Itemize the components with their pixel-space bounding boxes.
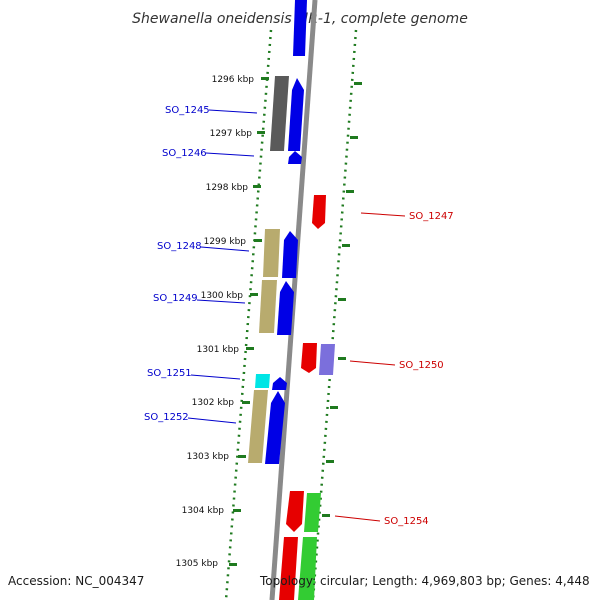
gene-label-so1254[interactable]: SO_1254 — [384, 516, 429, 527]
forward-gene-so1246 — [288, 151, 302, 164]
kbp-label-1301: 1301 kbp — [197, 345, 240, 355]
forward-gene-so1249 — [277, 281, 294, 335]
reverse-gene-bottom — [279, 537, 298, 600]
tick-1301 — [246, 347, 254, 350]
forward-gene-so1245 — [288, 78, 304, 151]
green-feature-bottom — [298, 537, 317, 600]
tick-1305 — [229, 563, 237, 566]
forward-gene-so1252 — [265, 391, 285, 464]
leader-so1254 — [334, 515, 381, 522]
tick-1299 — [254, 239, 262, 242]
gene-label-so1251[interactable]: SO_1251 — [147, 368, 192, 379]
tan-feature-1249 — [259, 280, 277, 333]
cyan-feature-1251 — [255, 374, 270, 388]
forward-gene-top — [293, 0, 307, 56]
tick-1296 — [261, 77, 269, 80]
tick-right-6 — [338, 357, 346, 360]
leader-so1250 — [349, 360, 396, 366]
genome-summary: Topology: circular; Length: 4,969,803 bp… — [260, 574, 590, 588]
kbp-label-1299: 1299 kbp — [204, 237, 247, 247]
tick-right-3 — [346, 190, 354, 193]
green-feature-1254 — [304, 493, 321, 532]
kbp-label-1302: 1302 kbp — [192, 398, 235, 408]
accession-text: Accession: NC_004347 — [8, 574, 145, 588]
leader-so1247 — [360, 212, 406, 217]
leader-so1249 — [196, 299, 246, 304]
gene-label-so1246[interactable]: SO_1246 — [162, 148, 207, 159]
outer-ring-left — [224, 29, 273, 600]
leader-so1251 — [190, 374, 241, 380]
leader-so1248 — [200, 246, 250, 252]
kbp-label-1304: 1304 kbp — [182, 506, 225, 516]
reverse-gene-so1250 — [301, 343, 317, 373]
gene-label-so1247[interactable]: SO_1247 — [409, 211, 454, 222]
kbp-label-1297: 1297 kbp — [210, 129, 253, 139]
tan-feature-1248 — [263, 229, 280, 277]
tick-right-7 — [330, 406, 338, 409]
gene-label-so1252[interactable]: SO_1252 — [144, 412, 189, 423]
forward-gene-so1248 — [282, 231, 298, 278]
tick-1303 — [238, 455, 246, 458]
tan-feature-1252 — [248, 390, 268, 463]
tick-1302 — [242, 401, 250, 404]
kbp-label-1305: 1305 kbp — [176, 559, 219, 569]
tick-1304 — [233, 509, 241, 512]
forward-gene-so1251 — [272, 377, 287, 390]
gene-label-so1249[interactable]: SO_1249 — [153, 293, 198, 304]
gene-label-so1248[interactable]: SO_1248 — [157, 241, 202, 252]
leader-so1245 — [208, 109, 258, 114]
tick-1300 — [250, 293, 258, 296]
tick-right-2 — [350, 136, 358, 139]
gene-features — [248, 0, 335, 600]
outer-ring-right — [311, 29, 358, 600]
tick-right-8 — [326, 460, 334, 463]
tick-right-4 — [342, 244, 350, 247]
genome-backbone — [269, 0, 318, 600]
reverse-gene-so1254 — [286, 491, 304, 532]
kbp-label-1300: 1300 kbp — [201, 291, 244, 301]
leader-so1252 — [187, 417, 237, 424]
purple-feature-1250 — [319, 344, 335, 375]
kbp-label-1303: 1303 kbp — [187, 452, 230, 462]
kbp-label-1298: 1298 kbp — [206, 183, 249, 193]
gene-label-so1250[interactable]: SO_1250 — [399, 360, 444, 371]
tick-right-1 — [354, 82, 362, 85]
tick-1297 — [257, 131, 265, 134]
tick-right-5 — [338, 298, 346, 301]
kbp-label-1296: 1296 kbp — [212, 75, 255, 85]
right-gene-labels: SO_1247 SO_1250 SO_1254 — [334, 211, 454, 527]
gene-label-so1245[interactable]: SO_1245 — [165, 105, 210, 116]
leader-so1246 — [205, 152, 255, 157]
tick-right-9 — [322, 514, 330, 517]
tick-1298 — [253, 185, 261, 188]
gray-feature-1245 — [270, 76, 289, 151]
left-gene-labels: SO_1245 SO_1246 SO_1248 SO_1249 SO_1251 … — [144, 105, 258, 424]
tick-marks — [229, 77, 362, 566]
reverse-gene-so1247 — [312, 195, 326, 229]
